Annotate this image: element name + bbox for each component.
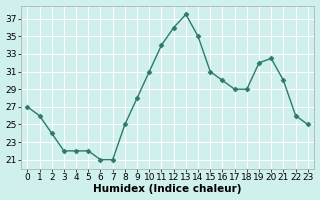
X-axis label: Humidex (Indice chaleur): Humidex (Indice chaleur) bbox=[93, 184, 242, 194]
